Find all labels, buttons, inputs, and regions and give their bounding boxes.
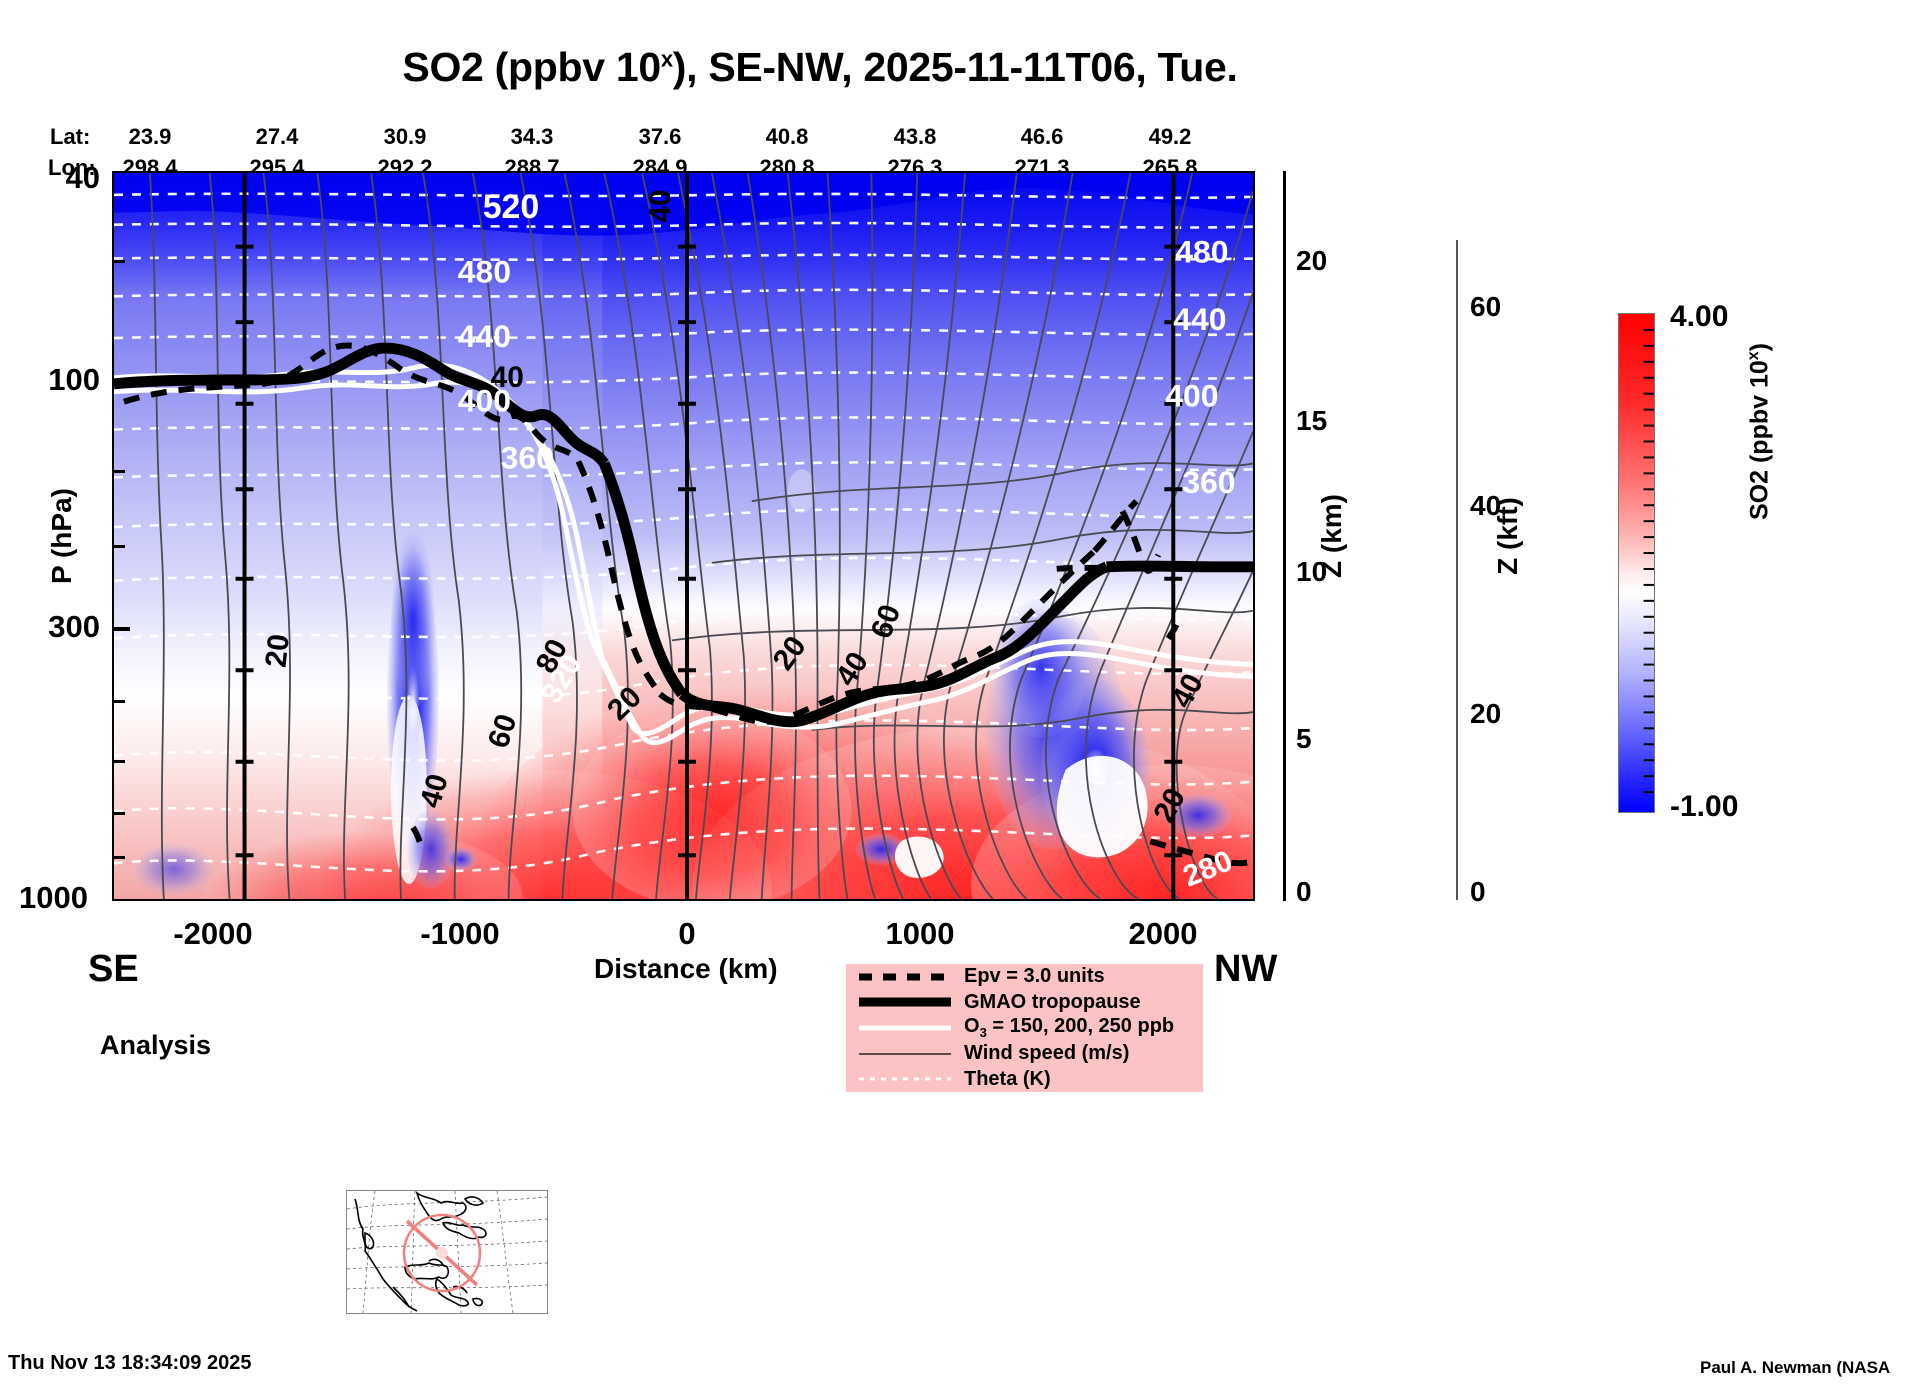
- y-tick-100: 100: [48, 362, 100, 397]
- white-solid-line-icon: [846, 1021, 964, 1035]
- title-before: SO2 (ppbv 10: [402, 44, 661, 90]
- transect-midpoint: [436, 1247, 448, 1259]
- lat-value-3: 34.3: [510, 124, 554, 149]
- theta-label-400: 400: [458, 383, 511, 419]
- y-tick-minor-7: [112, 856, 125, 859]
- lat-value-8: 49.2: [1148, 124, 1192, 149]
- theta-label-440-right: 440: [1173, 301, 1226, 337]
- orientation-label-nw: NW: [1214, 948, 1278, 990]
- legend-label-theta: Theta (K): [964, 1067, 1051, 1090]
- y-tick-minor-4: [112, 700, 125, 703]
- x-tick-m1000: -1000: [420, 916, 500, 951]
- lat-value-4: 37.6: [638, 124, 682, 149]
- theta-contours: [114, 192, 1253, 873]
- theta-label-360-right: 360: [1182, 464, 1235, 500]
- legend-label-epv: Epv = 3.0 units: [964, 965, 1105, 988]
- vertical-reference-lines: [242, 173, 1176, 899]
- lat-row-label: Lat:: [50, 124, 91, 149]
- x-tick-0: 0: [678, 916, 696, 951]
- z-km-tick-5: 5: [1296, 723, 1312, 754]
- wind-speed-contours: [148, 173, 1253, 899]
- so2-colorbar[interactable]: [1618, 313, 1655, 813]
- lat-value-1: 27.4: [255, 124, 299, 149]
- y-tick-minor-5: [112, 760, 125, 763]
- transect-circle: [402, 1213, 482, 1293]
- analysis-label: Analysis: [100, 1030, 212, 1060]
- colorbar-max-label: 4.00: [1670, 300, 1729, 333]
- thick-solid-line-icon: [846, 995, 964, 1009]
- y-axis-title: P (hPa): [46, 488, 77, 584]
- colorbar-min-label: -1.00: [1670, 790, 1739, 823]
- x-tick-1000: 1000: [885, 916, 955, 951]
- z-km-axis-line: [1283, 171, 1286, 901]
- y-tick-minor-3: [112, 545, 125, 548]
- legend-label-windspeed: Wind speed (m/s): [964, 1042, 1130, 1065]
- theta-label-520: 520: [483, 188, 540, 226]
- theta-label-360: 360: [501, 439, 554, 475]
- title-after: ), SE-NW, 2025-11-11T06, Tue.: [672, 44, 1238, 90]
- orientation-label-se: SE: [88, 948, 139, 990]
- z-km-tick-0: 0: [1296, 876, 1312, 907]
- z-km-tick-15: 15: [1296, 405, 1328, 436]
- lat-value-7: 46.6: [1020, 124, 1064, 149]
- lat-value-6: 43.8: [893, 124, 937, 149]
- z-kft-tick-0: 0: [1470, 876, 1486, 907]
- lon-row-label: Lon:: [48, 155, 96, 180]
- y-tick-mark-100: [112, 380, 130, 384]
- gmao-tropopause: [114, 342, 1253, 728]
- dotted-white-line-icon: [846, 1072, 964, 1086]
- colorbar-gradient: [1619, 314, 1654, 812]
- theta-label-480: 480: [458, 253, 511, 289]
- legend-item-windspeed[interactable]: Wind speed (m/s): [846, 1041, 1203, 1067]
- title-exponent: x: [660, 46, 673, 72]
- lat-value-0: 23.9: [128, 124, 172, 149]
- z-kft-tick-60: 60: [1470, 291, 1502, 322]
- y-tick-minor-1: [112, 260, 125, 263]
- wind-label-40-top: 40: [491, 361, 524, 394]
- x-axis-title: Distance (km): [594, 953, 778, 984]
- colorbar-title: SO2 (ppbv 10x): [1745, 343, 1774, 520]
- z-kft-axis-line: [1456, 240, 1458, 900]
- z-kft-tick-40: 40: [1470, 490, 1502, 521]
- inset-map-svg: [346, 1190, 548, 1314]
- y-tick-1000: 1000: [19, 880, 88, 915]
- y-tick-300: 300: [48, 609, 100, 644]
- legend-item-tropopause[interactable]: GMAO tropopause: [846, 990, 1203, 1016]
- author-credit: Paul A. Newman (NASA: [1700, 1358, 1891, 1377]
- so2-contour-field: 520 480 480 440 440 400 40 400 360 360 8…: [114, 173, 1253, 899]
- plot-legend[interactable]: Epv = 3.0 units GMAO tropopause O3 = 150…: [846, 964, 1203, 1092]
- cross-section-plot[interactable]: 520 480 480 440 440 400 40 400 360 360 8…: [112, 171, 1255, 901]
- generation-timestamp: Thu Nov 13 18:34:09 2025: [8, 1352, 252, 1374]
- page-title: SO2 (ppbv 10x), SE-NW, 2025-11-11T06, Tu…: [0, 44, 1640, 91]
- z-km-tick-20: 20: [1296, 245, 1328, 276]
- wind-label-20-left: 20: [260, 633, 296, 669]
- dashed-line-icon: [846, 970, 964, 984]
- x-tick-m2000: -2000: [173, 916, 253, 951]
- z-kft-axis-title: Z (kft): [1492, 497, 1523, 575]
- legend-label-ozone: O3 = 150, 200, 250 ppb: [964, 1015, 1175, 1041]
- z-kft-tick-20: 20: [1470, 698, 1502, 729]
- z-km-tick-10: 10: [1296, 556, 1328, 587]
- graticule: [346, 1190, 548, 1314]
- vertical-line-ticks: [235, 244, 1183, 858]
- legend-label-tropopause: GMAO tropopause: [964, 990, 1141, 1013]
- theta-label-400-right: 400: [1165, 378, 1218, 414]
- legend-item-epv[interactable]: Epv = 3.0 units: [846, 964, 1203, 990]
- lat-value-2: 30.9: [383, 124, 427, 149]
- theta-label-480-right: 480: [1175, 234, 1228, 270]
- y-tick-mark-300: [112, 627, 130, 631]
- z-km-axis-title: Z (km): [1316, 494, 1347, 578]
- y-tick-40: 40: [65, 160, 100, 195]
- legend-item-ozone[interactable]: O3 = 150, 200, 250 ppb: [846, 1015, 1203, 1041]
- y-tick-minor-6: [112, 812, 125, 815]
- legend-item-theta[interactable]: Theta (K): [846, 1066, 1203, 1092]
- lat-value-5: 40.8: [765, 124, 809, 149]
- y-tick-minor-2: [112, 470, 125, 473]
- thin-gray-line-icon: [846, 1047, 964, 1061]
- wind-label-40-axis: 40: [644, 190, 677, 223]
- theta-label-440: 440: [458, 318, 511, 354]
- inset-locator-map[interactable]: [346, 1190, 548, 1314]
- x-tick-2000: 2000: [1128, 916, 1198, 951]
